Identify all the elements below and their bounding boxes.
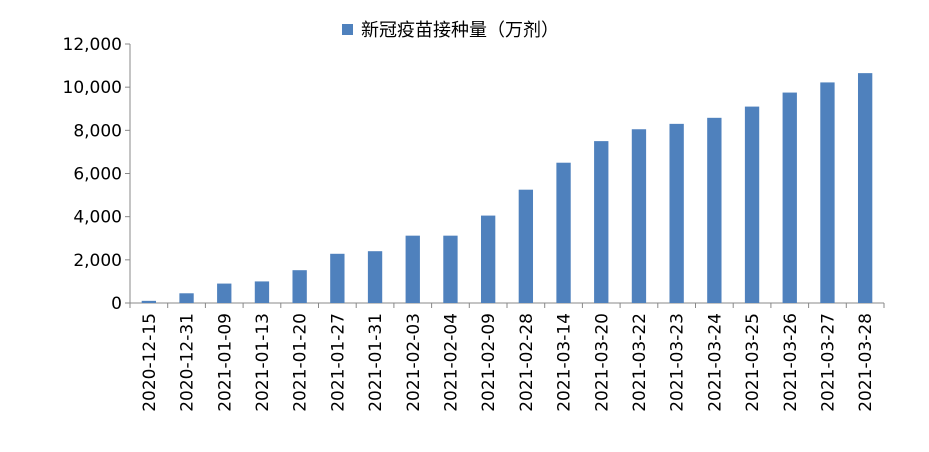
y-tick-label: 10,000 <box>63 78 122 98</box>
x-tick-label: 2021-01-13 <box>253 313 273 412</box>
x-tick-label: 2021-03-26 <box>781 313 801 412</box>
y-axis: 0 2,000 4,000 6,000 8,000 10,000 12,000 <box>63 35 131 314</box>
bar <box>141 300 157 303</box>
bar <box>179 293 194 303</box>
x-tick-label: 2021-02-28 <box>517 313 537 412</box>
x-tick-label: 2021-01-09 <box>215 313 235 412</box>
x-tick-label: 2021-03-23 <box>668 313 688 412</box>
bar <box>518 189 534 303</box>
x-tick-label: 2021-03-25 <box>743 313 763 412</box>
bar <box>669 123 684 303</box>
x-tick-label: 2021-01-20 <box>291 313 311 412</box>
x-tick-label: 2020-12-31 <box>178 313 198 412</box>
bar <box>857 73 873 303</box>
bar <box>217 283 232 303</box>
legend-label: 新冠疫苗接种量（万剂） <box>361 20 559 41</box>
y-tick-label: 12,000 <box>63 35 122 55</box>
x-tick-label: 2021-03-14 <box>555 313 575 412</box>
bar <box>480 215 496 303</box>
bar <box>707 117 722 303</box>
x-tick-label: 2021-01-27 <box>328 313 348 412</box>
x-tick-label: 2021-02-04 <box>441 313 461 412</box>
y-tick-label: 8,000 <box>73 121 122 141</box>
bar <box>631 129 647 303</box>
bar <box>594 141 609 303</box>
bar <box>254 281 270 303</box>
y-tick-label: 4,000 <box>73 208 122 228</box>
legend-swatch <box>342 24 353 35</box>
bar <box>405 235 420 303</box>
bars <box>141 73 873 303</box>
y-tick-label: 2,000 <box>73 251 122 271</box>
x-tick-label: 2021-03-22 <box>630 313 650 412</box>
bar <box>820 82 835 303</box>
x-tick-label: 2020-12-15 <box>140 313 160 412</box>
bar <box>367 251 383 303</box>
bar <box>292 270 307 303</box>
x-tick-label: 2021-02-03 <box>404 313 424 412</box>
x-axis: 2020-12-15 2020-12-31 2021-01-09 2021-01-13… <box>129 302 885 412</box>
x-tick-label: 2021-03-28 <box>856 313 876 412</box>
x-tick-label: 2021-03-24 <box>705 313 725 412</box>
bar <box>330 253 345 303</box>
bar <box>744 106 760 303</box>
bar <box>556 162 571 303</box>
bar <box>443 235 458 303</box>
x-tick-label: 2021-03-20 <box>592 313 612 412</box>
x-tick-label: 2021-03-27 <box>818 313 838 412</box>
bar <box>782 92 797 303</box>
x-tick-label: 2021-02-09 <box>479 313 499 412</box>
legend: 新冠疫苗接种量（万剂） <box>342 20 559 41</box>
y-tick-label: 6,000 <box>73 165 122 185</box>
x-tick-label: 2021-01-31 <box>366 313 386 412</box>
y-tick-label: 0 <box>111 294 122 314</box>
